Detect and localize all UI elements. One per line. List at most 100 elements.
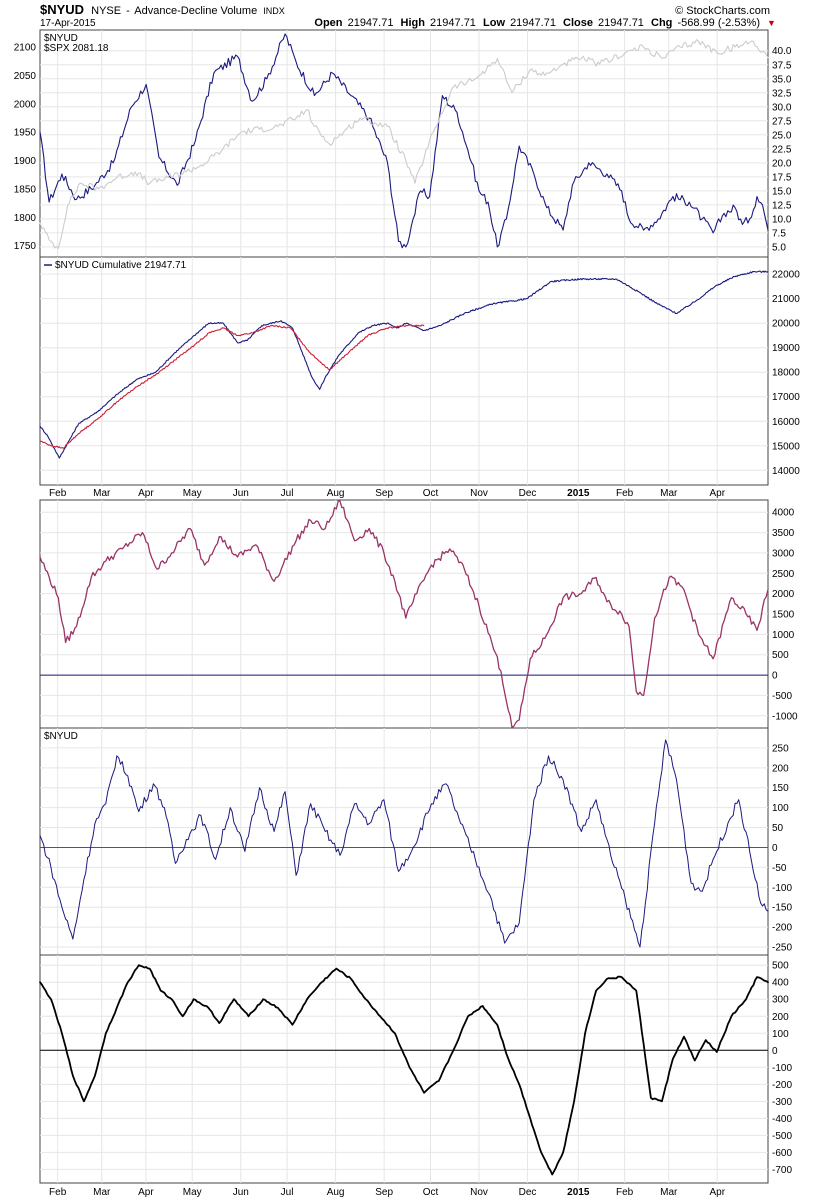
x-tick-label: Jun — [233, 1187, 249, 1198]
y-tick-label: 35.0 — [772, 74, 792, 85]
x-tick-label: May — [183, 488, 202, 499]
panel-frame — [39, 29, 769, 258]
y-tick-label: -100 — [772, 1063, 792, 1074]
y-tick-label: 50 — [772, 823, 784, 834]
x-tick-label: Dec — [519, 1187, 537, 1198]
y-tick-label: 100 — [772, 803, 789, 814]
y-tick-label: -400 — [772, 1114, 792, 1125]
y-tick-label: -250 — [772, 943, 792, 954]
y-tick-label: 15.0 — [772, 186, 792, 197]
y-tick-label: 17.5 — [772, 172, 792, 183]
y-tick-label: 100 — [772, 1029, 789, 1040]
chart-header: $NYUD NYSE - Advance-Decline Volume INDX… — [40, 2, 776, 29]
x-tick-label: Feb — [49, 488, 67, 499]
y-tick-label: 22.5 — [772, 144, 792, 155]
y-tick-label: 19000 — [772, 343, 800, 354]
x-tick-label: Aug — [327, 1187, 345, 1198]
y-tick-label: 5.0 — [772, 242, 786, 253]
y-tick-label: 1500 — [772, 610, 795, 621]
y-tick-label: 32.5 — [772, 88, 792, 99]
x-tick-label: Nov — [470, 1187, 488, 1198]
source-label: © StockCharts.com — [675, 5, 770, 17]
smoothed-panel: -700 -600 -500 -400 -300 -200 -100 0 100 200 300 40… — [39, 954, 792, 1184]
y-tick-label: 3500 — [772, 528, 795, 539]
svg-text:$NYUD NYSE -: $NYUD NYSE - Advance-Decline Volume INDX — [40, 2, 285, 17]
x-tick-label: Feb — [616, 1187, 634, 1198]
y-tick-label: 18000 — [772, 368, 800, 379]
change-value: -568.99 (-2.53%) — [677, 17, 760, 29]
x-tick-label: Nov — [470, 488, 488, 499]
y-tick-label: 250 — [772, 743, 789, 754]
x-tick-label: Dec — [519, 488, 537, 499]
y-tick-label: 0 — [772, 671, 778, 682]
y-tick-label: 400 — [772, 978, 789, 989]
open-value: 21947.71 — [348, 17, 394, 29]
y-tick-label: 200 — [772, 763, 789, 774]
down-arrow-icon: ▼ — [767, 18, 776, 28]
x-axis-bottom: Feb Mar Apr May Jun Jul Aug Sep Oct Nov Dec 2015 Feb… — [49, 1187, 726, 1198]
y-tick-label: -150 — [772, 903, 792, 914]
y-tick-label: -500 — [772, 691, 792, 702]
y-tick-label: 4000 — [772, 508, 795, 519]
x-tick-label: May — [183, 1187, 202, 1198]
oscillator-panel: -1000 -500 0 500 1000 1500 2000 2500 3000 3500 400… — [39, 499, 798, 729]
x-tick-label: Oct — [423, 488, 439, 499]
symbol-title: $NYUD — [40, 2, 84, 17]
y-tick-label: -500 — [772, 1131, 792, 1142]
x-tick-label: Feb — [616, 488, 634, 499]
y-tick-label: 500 — [772, 961, 789, 972]
y-tick-label: 150 — [772, 783, 789, 794]
panel-frame — [39, 954, 769, 1184]
legend-label: $SPX 2081.18 — [44, 43, 109, 54]
x-tick-label: Mar — [660, 1187, 678, 1198]
close-value: 21947.71 — [598, 17, 644, 29]
y-tick-label: 1000 — [772, 630, 795, 641]
y-left-tick-label: 1750 — [14, 241, 37, 252]
x-tick-label: Mar — [660, 488, 678, 499]
exchange-label: NYSE — [91, 5, 121, 17]
x-tick-label: Jun — [233, 488, 249, 499]
y-tick-label: 17000 — [772, 392, 800, 403]
x-tick-label: Feb — [49, 1187, 67, 1198]
y-tick-label: 15000 — [772, 441, 800, 452]
x-tick-label: Mar — [93, 488, 111, 499]
y-left-tick-label: 1850 — [14, 184, 37, 195]
y-tick-label: 500 — [772, 650, 789, 661]
y-tick-label: 27.5 — [772, 116, 792, 127]
y-tick-label: 200 — [772, 1012, 789, 1023]
x-tick-label: Apr — [138, 1187, 154, 1198]
index-type-label: INDX — [263, 6, 285, 16]
low-value: 21947.71 — [510, 17, 556, 29]
x-axis-middle: Feb Mar Apr May Jun Jul Aug Sep Oct Nov Dec 2015 Feb… — [49, 488, 726, 499]
legend-label: $NYUD — [44, 33, 78, 44]
series-line-1-1 — [39, 324, 425, 449]
y-tick-label: 37.5 — [772, 60, 792, 71]
y-tick-label: 2500 — [772, 569, 795, 580]
y-tick-label: -200 — [772, 923, 792, 934]
y-tick-label: 3000 — [772, 548, 795, 559]
series-line-0-1 — [39, 39, 769, 250]
y-tick-label: -200 — [772, 1080, 792, 1091]
x-tick-label: 2015 — [567, 488, 590, 499]
y-tick-label: 2000 — [772, 589, 795, 600]
panel-frame — [39, 727, 769, 956]
legend-label: $NYUD — [44, 731, 78, 742]
y-left-tick-label: 1900 — [14, 156, 37, 167]
momentum-panel: -250 -200 -150 -100 -50 0 50 100 150 200 250 $NYUD — [39, 727, 792, 956]
x-tick-label: 2015 — [567, 1187, 590, 1198]
x-tick-label: Aug — [327, 488, 345, 499]
y-tick-label: 16000 — [772, 417, 800, 428]
series-line-3-0 — [39, 739, 769, 948]
y-left-tick-label: 2050 — [14, 71, 37, 82]
ohlc-readout: Open 21947.71 High 21947.71 Low 21947.71… — [314, 17, 760, 29]
x-tick-label: Apr — [709, 488, 725, 499]
y-tick-label: 25.0 — [772, 130, 792, 141]
high-value: 21947.71 — [430, 17, 476, 29]
y-tick-label: 14000 — [772, 466, 800, 477]
y-left-tick-label: 1950 — [14, 128, 37, 139]
x-tick-label: Sep — [375, 1187, 393, 1198]
y-tick-label: 0 — [772, 843, 778, 854]
price-panel: 5.0 7.5 10.0 12.5 15.0 17.5 20.0 22.5 25.0 27.5 30… — [14, 29, 792, 258]
y-tick-label: -300 — [772, 1097, 792, 1108]
